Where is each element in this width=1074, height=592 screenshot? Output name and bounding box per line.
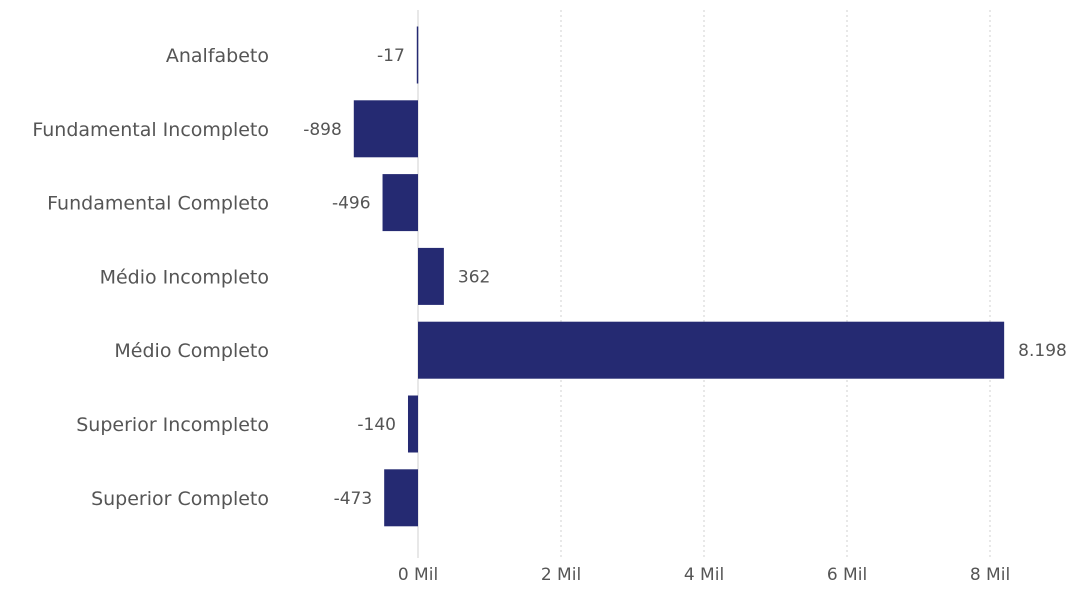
bar bbox=[418, 321, 1005, 379]
category-label: Fundamental Completo bbox=[47, 193, 269, 215]
category-label: Médio Incompleto bbox=[100, 266, 269, 288]
bar bbox=[384, 469, 418, 527]
data-label: -473 bbox=[334, 489, 373, 509]
data-label: -140 bbox=[357, 415, 396, 435]
x-tick-label: 4 Mil bbox=[684, 565, 724, 585]
bar bbox=[407, 395, 418, 453]
x-tick-label: 0 Mil bbox=[398, 565, 438, 585]
data-label: -898 bbox=[303, 120, 342, 140]
category-label: Superior Incompleto bbox=[76, 414, 269, 436]
category-label: Analfabeto bbox=[166, 45, 269, 67]
category-label: Superior Completo bbox=[91, 488, 269, 510]
bar bbox=[353, 100, 418, 158]
bar bbox=[418, 247, 444, 305]
bar-layer bbox=[353, 26, 1005, 527]
data-label: 362 bbox=[458, 267, 490, 287]
grid-layer bbox=[417, 10, 991, 558]
x-tick-label: 8 Mil bbox=[970, 565, 1010, 585]
category-label: Fundamental Incompleto bbox=[32, 119, 269, 141]
bar bbox=[416, 26, 419, 84]
data-label: -496 bbox=[332, 194, 371, 214]
data-label: 8.198 bbox=[1018, 341, 1067, 361]
label-layer: 0 Mil 2 Mil 4 Mil 6 Mil 8 Mil Analfabeto -17 Fu… bbox=[32, 45, 1066, 585]
data-label: -17 bbox=[377, 46, 405, 66]
category-label: Médio Completo bbox=[114, 340, 269, 362]
x-tick-label: 6 Mil bbox=[827, 565, 867, 585]
x-tick-label: 2 Mil bbox=[541, 565, 581, 585]
bar bbox=[382, 174, 418, 232]
